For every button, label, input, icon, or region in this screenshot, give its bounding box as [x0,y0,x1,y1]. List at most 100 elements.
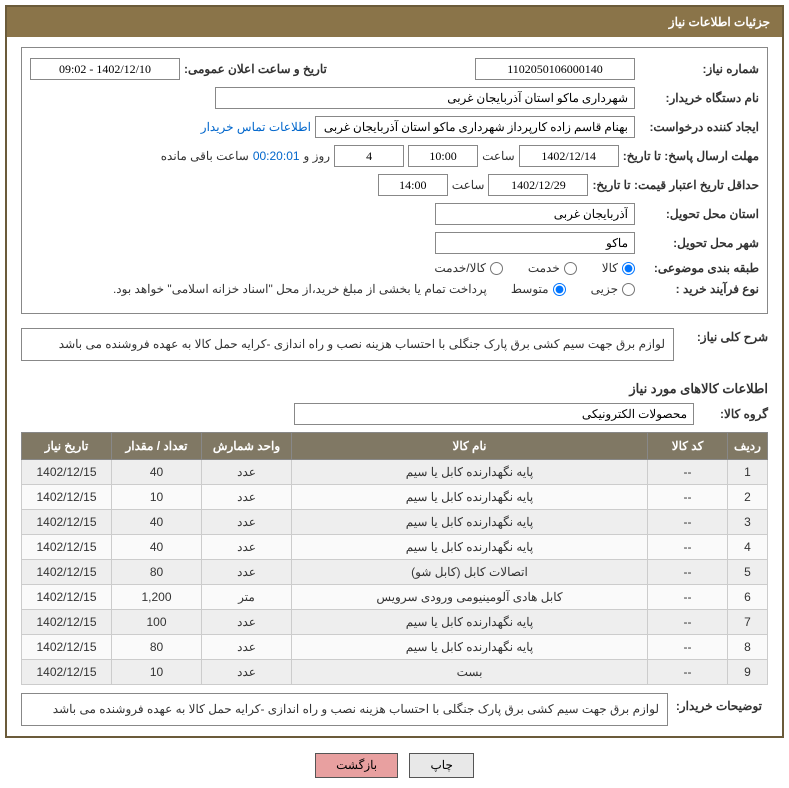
goods-group-input[interactable] [294,403,694,425]
payment-note: پرداخت تمام یا بخشی از مبلغ خرید،از محل … [113,282,487,296]
table-row[interactable]: 9--بستعدد101402/12/15 [22,660,768,685]
table-cell: متر [202,585,292,610]
reply-deadline-label: مهلت ارسال پاسخ: تا تاریخ: [623,149,759,163]
panel-header: جزئیات اطلاعات نیاز [7,7,782,37]
table-row[interactable]: 2--پایه نگهدارنده کابل یا سیمعدد101402/1… [22,485,768,510]
days-input[interactable] [334,145,404,167]
price-valid-date-input[interactable] [488,174,588,196]
table-row[interactable]: 8--پایه نگهدارنده کابل یا سیمعدد801402/1… [22,635,768,660]
row-requester: ایجاد کننده درخواست: اطلاعات تماس خریدار [30,116,759,138]
row-buyer-notes: توضیحات خریدار: لوازم برق جهت سیم کشی بر… [21,693,768,726]
buyer-contact-link[interactable]: اطلاعات تماس خریدار [201,120,311,134]
info-fieldset: شماره نیاز: تاریخ و ساعت اعلان عمومی: نا… [21,47,768,314]
cat-goods-item[interactable]: کالا [602,261,635,275]
goods-table: ردیفکد کالانام کالاواحد شمارشتعداد / مقد… [21,432,768,685]
cat-goods-service-item[interactable]: کالا/خدمت [434,261,502,275]
table-cell: -- [648,660,728,685]
proc-small-item[interactable]: جزیی [591,282,635,296]
proc-medium-item[interactable]: متوسط [511,282,566,296]
proc-medium-radio[interactable] [553,283,566,296]
deliv-city-input[interactable] [435,232,635,254]
cat-service-radio[interactable] [564,262,577,275]
general-desc-label: شرح کلی نیاز: [678,324,768,344]
days-label: روز و [304,149,331,163]
row-reply-deadline: مهلت ارسال پاسخ: تا تاریخ: ساعت روز و 00… [30,145,759,167]
table-cell: -- [648,560,728,585]
back-button[interactable]: بازگشت [315,753,398,778]
deliv-prov-input[interactable] [435,203,635,225]
buyer-notes-box: لوازم برق جهت سیم کشی برق پارک جنگلی با … [21,693,668,726]
table-cell: 1402/12/15 [22,460,112,485]
buyer-notes-label: توضیحات خریدار: [668,693,768,726]
cat-service-item[interactable]: خدمت [528,261,577,275]
requester-input[interactable] [315,116,635,138]
table-cell: 5 [728,560,768,585]
panel-title: جزئیات اطلاعات نیاز [669,15,770,29]
main-container: جزئیات اطلاعات نیاز AriaTender.neT شماره… [5,5,784,738]
table-cell: 1402/12/15 [22,535,112,560]
need-no-label: شماره نیاز: [639,62,759,76]
requester-label: ایجاد کننده درخواست: [639,120,759,134]
process-radio-group: جزیی متوسط [511,282,635,296]
table-row[interactable]: 5--اتصالات کابل (کابل شو)عدد801402/12/15 [22,560,768,585]
category-label: طبقه بندی موضوعی: [639,261,759,275]
table-cell: عدد [202,560,292,585]
deliv-prov-label: استان محل تحویل: [639,207,759,221]
table-cell: -- [648,460,728,485]
table-cell: عدد [202,510,292,535]
table-cell: 4 [728,535,768,560]
table-row[interactable]: 3--پایه نگهدارنده کابل یا سیمعدد401402/1… [22,510,768,535]
row-price-valid: حداقل تاریخ اعتبار قیمت: تا تاریخ: ساعت [30,174,759,196]
buyer-org-input[interactable] [215,87,635,109]
table-row[interactable]: 7--پایه نگهدارنده کابل یا سیمعدد1001402/… [22,610,768,635]
announce-dt-input[interactable] [30,58,180,80]
table-cell: 100 [112,610,202,635]
table-cell: 1402/12/15 [22,635,112,660]
buyer-org-label: نام دستگاه خریدار: [639,91,759,105]
reply-date-input[interactable] [519,145,619,167]
table-cell: پایه نگهدارنده کابل یا سیم [292,510,648,535]
row-need-no: شماره نیاز: تاریخ و ساعت اعلان عمومی: [30,58,759,80]
table-cell: 7 [728,610,768,635]
table-cell: 9 [728,660,768,685]
table-cell: 1 [728,460,768,485]
table-cell: عدد [202,460,292,485]
table-cell: پایه نگهدارنده کابل یا سیم [292,460,648,485]
table-row[interactable]: 4--پایه نگهدارنده کابل یا سیمعدد401402/1… [22,535,768,560]
price-valid-label: حداقل تاریخ اعتبار قیمت: تا تاریخ: [592,178,759,192]
table-cell: 8 [728,635,768,660]
table-cell: 1402/12/15 [22,485,112,510]
table-row[interactable]: 6--کابل هادی آلومینیومی ورودی سرویسمتر1,… [22,585,768,610]
cat-goods-radio[interactable] [622,262,635,275]
goods-table-body: 1--پایه نگهدارنده کابل یا سیمعدد401402/1… [22,460,768,685]
row-buyer-org: نام دستگاه خریدار: [30,87,759,109]
table-cell: پایه نگهدارنده کابل یا سیم [292,535,648,560]
reply-time-input[interactable] [408,145,478,167]
table-cell: 40 [112,510,202,535]
table-cell: 1,200 [112,585,202,610]
table-cell: پایه نگهدارنده کابل یا سیم [292,485,648,510]
table-cell: 10 [112,485,202,510]
hour-label-1: ساعت [482,149,515,163]
cat-goods-service-radio[interactable] [490,262,503,275]
table-header: ردیف [728,433,768,460]
table-cell: 80 [112,560,202,585]
table-cell: 40 [112,535,202,560]
table-cell: -- [648,510,728,535]
print-button[interactable]: چاپ [409,753,473,778]
proc-small-radio[interactable] [622,283,635,296]
table-cell: عدد [202,660,292,685]
table-cell: 80 [112,635,202,660]
table-cell: 1402/12/15 [22,610,112,635]
table-cell: 40 [112,460,202,485]
table-row[interactable]: 1--پایه نگهدارنده کابل یا سیمعدد401402/1… [22,460,768,485]
table-cell: -- [648,485,728,510]
table-cell: 1402/12/15 [22,585,112,610]
need-no-input[interactable] [475,58,635,80]
content-area: شماره نیاز: تاریخ و ساعت اعلان عمومی: نا… [7,37,782,736]
goods-info-title: اطلاعات کالاهای مورد نیاز [21,381,768,397]
table-cell: 6 [728,585,768,610]
table-header: نام کالا [292,433,648,460]
row-general-desc: شرح کلی نیاز: لوازم برق جهت سیم کشی برق … [21,324,768,371]
price-valid-time-input[interactable] [378,174,448,196]
